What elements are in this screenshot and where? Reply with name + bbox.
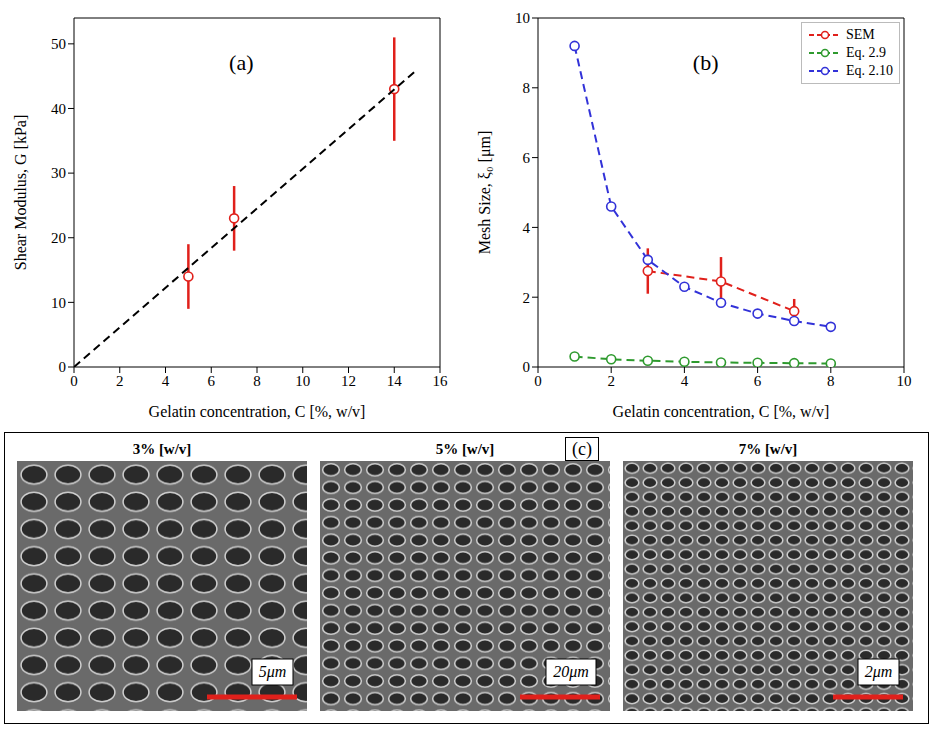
svg-text:4: 4 <box>162 373 170 389</box>
svg-text:10: 10 <box>295 373 310 389</box>
html-text:3% [w/v]: 3% [w/v] <box>132 441 192 457</box>
svg-text:0: 0 <box>70 373 78 389</box>
svg-text:8: 8 <box>523 80 531 96</box>
html-text:(b): (b) <box>692 50 719 75</box>
svg-text:40: 40 <box>51 101 66 117</box>
svg-text:0: 0 <box>59 359 67 375</box>
svg-text:30: 30 <box>51 165 66 181</box>
html-text:(a): (a) <box>229 50 254 75</box>
html-text:7% [w/v]: 7% [w/v] <box>738 441 798 457</box>
svg-text:0: 0 <box>523 359 531 375</box>
svg-text:6: 6 <box>523 150 531 166</box>
svg-text:6: 6 <box>754 373 762 389</box>
svg-text:Shear Modulus, G [kPa]: Shear Modulus, G [kPa] <box>12 115 29 271</box>
svg-text:2: 2 <box>116 373 124 389</box>
svg-text:Mesh Size, ξ₀ [μm]: Mesh Size, ξ₀ [μm] <box>476 131 494 255</box>
svg-text:4: 4 <box>523 220 531 236</box>
svg-text:4: 4 <box>681 373 689 389</box>
svg-text:10: 10 <box>51 295 66 311</box>
svg-text:6: 6 <box>208 373 216 389</box>
svg-text:2: 2 <box>523 290 531 306</box>
svg-text:10: 10 <box>897 373 912 389</box>
html-text:SEM: SEM <box>845 27 875 42</box>
svg-text:5μm: 5μm <box>259 663 287 681</box>
svg-text:Gelatin concentration, C [%, w: Gelatin concentration, C [%, w/v] <box>613 403 830 420</box>
html-text:5% [w/v]: 5% [w/v] <box>435 441 495 457</box>
svg-text:20: 20 <box>51 230 66 246</box>
svg-text:2μm: 2μm <box>865 663 893 681</box>
svg-text:14: 14 <box>387 373 403 389</box>
html-text:Eq. 2.9: Eq. 2.9 <box>845 45 886 60</box>
svg-text:50: 50 <box>51 36 66 52</box>
svg-text:20μm: 20μm <box>553 663 589 681</box>
html-text:(c): (c) <box>572 439 592 459</box>
svg-text:8: 8 <box>827 373 835 389</box>
svg-text:Gelatin concentration, C [%, w: Gelatin concentration, C [%, w/v] <box>149 403 366 420</box>
html-text:Eq. 2.10: Eq. 2.10 <box>845 63 893 78</box>
svg-text:12: 12 <box>341 373 356 389</box>
svg-text:10: 10 <box>515 10 530 26</box>
svg-text:0: 0 <box>534 373 542 389</box>
svg-text:2: 2 <box>607 373 615 389</box>
svg-text:8: 8 <box>253 373 261 389</box>
svg-text:16: 16 <box>433 373 449 389</box>
